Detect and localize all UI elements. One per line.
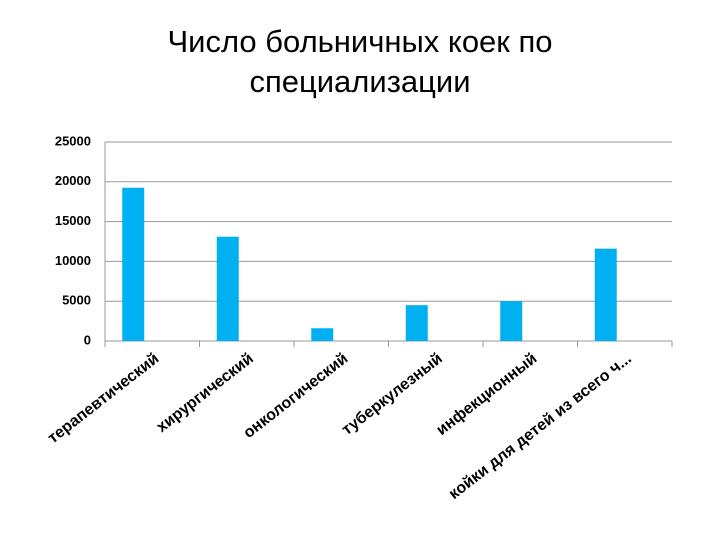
x-tick-label: онкологический xyxy=(240,350,351,442)
y-tick-label: 10000 xyxy=(55,253,91,268)
x-tick-label: инфекционный xyxy=(433,350,540,439)
chart-title: Число больничных коек по специализации xyxy=(167,24,553,99)
bar xyxy=(122,187,145,341)
bar xyxy=(216,236,239,341)
x-tick-label: хирургический xyxy=(154,350,257,436)
bar xyxy=(594,248,617,341)
y-tick-label: 5000 xyxy=(62,293,91,308)
x-tick-label: терапевтический xyxy=(45,350,163,447)
y-tick-label: 20000 xyxy=(55,173,91,188)
bar xyxy=(405,305,428,341)
x-tick-label: койки для детей из всего ч... xyxy=(446,350,635,503)
x-tick-label: туберкулезный xyxy=(339,350,446,439)
bar xyxy=(500,301,523,341)
y-tick-label: 15000 xyxy=(55,213,91,228)
y-tick-label: 0 xyxy=(84,332,91,347)
bar xyxy=(311,328,334,341)
y-tick-label: 25000 xyxy=(55,133,91,148)
